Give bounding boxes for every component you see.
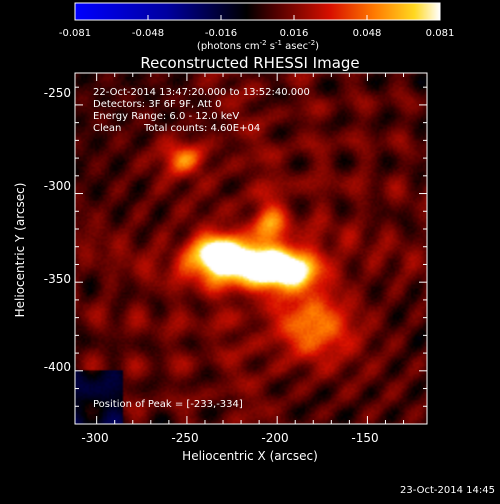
- colorbar-tick-label: -0.048: [132, 28, 164, 39]
- footer-timestamp: 23-Oct-2014 14:45: [400, 485, 495, 496]
- y-tick-label: -400: [44, 360, 71, 374]
- annotation-algorithm: Clean: [93, 123, 121, 134]
- annotation-peak-position: Position of Peak = [-233,-334]: [93, 399, 243, 410]
- colorbar-gradient: [74, 2, 441, 21]
- annotation-detectors: Detectors: 3F 6F 9F, Att 0: [93, 99, 221, 110]
- y-axis-label: Heliocentric Y (arcsec): [13, 183, 27, 318]
- plot-frame: [74, 72, 428, 425]
- x-tick-label: -250: [171, 431, 198, 445]
- x-tick-label: -150: [351, 431, 378, 445]
- axis-ticks: [75, 73, 427, 424]
- colorbar-tick-label: -0.081: [59, 28, 91, 39]
- annotation-energy-range: Energy Range: 6.0 - 12.0 keV: [93, 111, 239, 122]
- heatmap-image: [75, 73, 427, 424]
- colorbar-ticks: [74, 15, 441, 20]
- y-tick-label: -250: [44, 86, 71, 100]
- x-tick-label: -300: [81, 431, 108, 445]
- y-tick-label: -350: [44, 272, 71, 286]
- colorbar-tick-label: 0.081: [426, 28, 455, 39]
- colorbar-tick-label: 0.048: [353, 28, 382, 39]
- chart-title: Reconstructed RHESSI Image: [140, 54, 359, 72]
- colorbar-tick-label: 0.016: [280, 28, 309, 39]
- x-tick-label: -200: [261, 431, 288, 445]
- annotation-total-counts: Total counts: 4.60E+04: [143, 123, 260, 134]
- annotation-time-range: 22-Oct-2014 13:47:20.000 to 13:52:40.000: [93, 87, 310, 98]
- x-axis-label: Heliocentric X (arcsec): [182, 449, 318, 463]
- colorbar-tick-label: -0.016: [205, 28, 237, 39]
- colorbar: -0.081 -0.048 -0.016 0.016 0.048 0.081 (…: [59, 2, 455, 52]
- colorbar-unit-label: (photons cm-2 s-1 asec-2): [197, 39, 319, 52]
- y-tick-label: -300: [44, 179, 71, 193]
